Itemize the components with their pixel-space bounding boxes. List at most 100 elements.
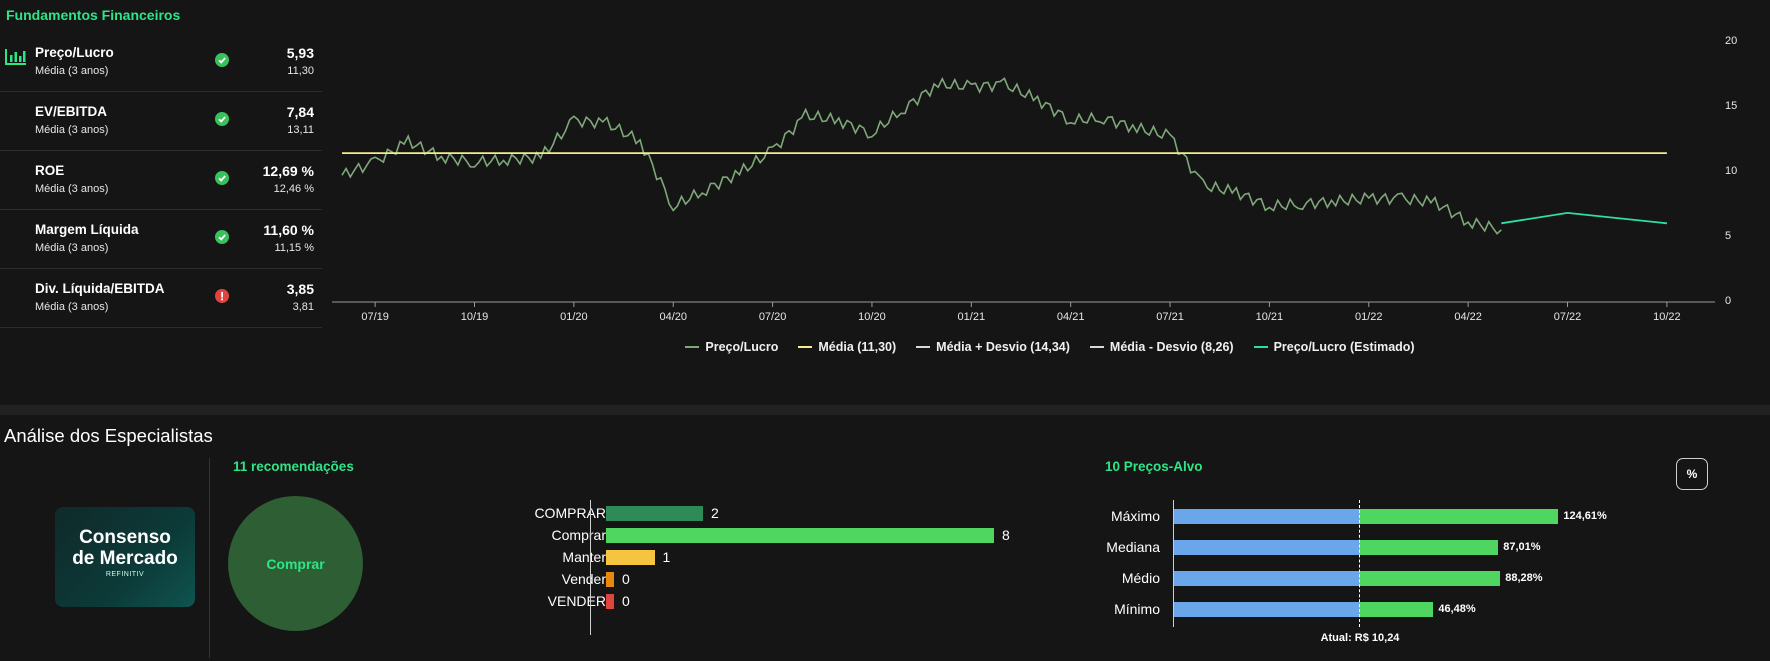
legend-label: Média - Desvio (8,26) bbox=[1109, 340, 1234, 354]
legend-swatch bbox=[1253, 346, 1268, 348]
metric-name: ROE bbox=[35, 163, 65, 178]
pe-estimated-line bbox=[1501, 211, 1667, 225]
price-target-category: Máximo bbox=[1110, 508, 1160, 524]
x-tick-label: 10/19 bbox=[461, 311, 489, 320]
x-tick-label: 04/20 bbox=[659, 311, 687, 320]
price-targets-title: 10 Preços-Alvo bbox=[1105, 459, 1203, 474]
recommendations-chart: COMPRAR 2 Comprar 8 Manter 1 Vender 0 VENDER 0 bbox=[450, 500, 1080, 640]
recommendation-count: 8 bbox=[1002, 527, 1010, 543]
alert-circle-icon bbox=[215, 289, 229, 303]
upside-bar bbox=[1359, 602, 1434, 617]
legend-item[interactable]: Média - Desvio (8,26) bbox=[1089, 337, 1234, 357]
current-price-bar bbox=[1174, 509, 1359, 524]
metric-average: 3,81 bbox=[292, 301, 314, 313]
metric-average: 11,15 % bbox=[274, 242, 314, 254]
metric-name: Margem Líquida bbox=[35, 222, 139, 237]
metric-subtitle: Média (3 anos) bbox=[35, 65, 109, 77]
legend-swatch bbox=[1089, 346, 1104, 348]
upside-value: 124,61% bbox=[1563, 510, 1607, 522]
recommendation-row: Comprar 8 bbox=[450, 527, 1080, 543]
price-target-row: Mínimo 46,48% bbox=[1100, 601, 1760, 618]
x-tick-label: 07/21 bbox=[1156, 311, 1184, 320]
recommendation-row: COMPRAR 2 bbox=[450, 505, 1080, 521]
metric-row[interactable]: Div. Líquida/EBITDA Média (3 anos) 3,85 3,8… bbox=[0, 269, 322, 328]
x-tick-label: 04/21 bbox=[1057, 311, 1085, 320]
metric-average: 11,30 bbox=[287, 65, 314, 77]
current-price-line bbox=[1359, 500, 1360, 627]
price-target-row: Médio 88,28% bbox=[1100, 570, 1760, 587]
metric-name: EV/EBITDA bbox=[35, 104, 108, 119]
recommendation-label: Comprar bbox=[266, 555, 325, 572]
metric-subtitle: Média (3 anos) bbox=[35, 242, 109, 254]
x-tick-label: 01/20 bbox=[560, 311, 588, 320]
legend-label: Preço/Lucro bbox=[705, 340, 779, 354]
recommendation-count: 0 bbox=[622, 571, 630, 587]
current-price-bar bbox=[1174, 602, 1359, 617]
price-target-row: Máximo 124,61% bbox=[1100, 508, 1760, 525]
recommendation-row: Manter 1 bbox=[450, 549, 1080, 565]
metric-name: Div. Líquida/EBITDA bbox=[35, 281, 165, 296]
price-target-category: Mínimo bbox=[1114, 601, 1160, 617]
fundamentals-title: Fundamentos Financeiros bbox=[6, 7, 181, 23]
x-tick-label: 07/19 bbox=[361, 311, 389, 320]
current-price-label: Atual: R$ 10,24 bbox=[1320, 632, 1400, 644]
metric-subtitle: Média (3 anos) bbox=[35, 183, 109, 195]
metric-row[interactable]: Preço/Lucro Média (3 anos) 5,93 11,30 bbox=[0, 33, 322, 92]
recommendation-count: 0 bbox=[622, 593, 630, 609]
recommendation-bar bbox=[606, 594, 614, 609]
recommendation-category: VENDER bbox=[547, 593, 606, 609]
y-tick-label: 0 bbox=[1725, 295, 1731, 307]
percent-toggle-button[interactable]: % bbox=[1676, 458, 1708, 490]
x-tick-label: 07/20 bbox=[759, 311, 787, 320]
analysts-title: Análise dos Especialistas bbox=[4, 425, 213, 446]
legend-item[interactable]: Média (11,30) bbox=[798, 337, 896, 357]
upside-bar bbox=[1359, 540, 1499, 555]
recommendation-row: Vender 0 bbox=[450, 571, 1080, 587]
upside-bar bbox=[1359, 571, 1501, 586]
bar-chart-icon bbox=[5, 49, 26, 65]
recommendation-category: Manter bbox=[562, 549, 606, 565]
legend-item[interactable]: Preço/Lucro (Estimado) bbox=[1253, 337, 1415, 357]
upside-value: 46,48% bbox=[1438, 603, 1476, 615]
metric-subtitle: Média (3 anos) bbox=[35, 124, 109, 136]
upside-value: 87,01% bbox=[1503, 541, 1541, 553]
check-circle-icon bbox=[215, 171, 229, 185]
legend-item[interactable]: Preço/Lucro bbox=[685, 337, 778, 357]
metric-row[interactable]: EV/EBITDA Média (3 anos) 7,84 13,11 bbox=[0, 92, 322, 151]
legend-item[interactable]: Média + Desvio (14,34) bbox=[916, 337, 1070, 357]
metric-value: 3,85 bbox=[286, 281, 314, 297]
price-target-row: Mediana 87,01% bbox=[1100, 539, 1760, 556]
pe-ratio-line bbox=[341, 76, 1502, 235]
metric-subtitle: Média (3 anos) bbox=[35, 301, 109, 313]
y-tick-label: 5 bbox=[1725, 230, 1731, 242]
upside-bar bbox=[1359, 509, 1559, 524]
metric-value: 12,69 % bbox=[262, 163, 314, 179]
price-targets-chart: Máximo 124,61% Mediana 87,01% Médio 88,28% Mín… bbox=[1100, 500, 1760, 660]
x-tick-label: 07/22 bbox=[1554, 311, 1582, 320]
recommendation-row: VENDER 0 bbox=[450, 593, 1080, 609]
x-tick-label: 04/22 bbox=[1454, 311, 1482, 320]
recommendation-category: Comprar bbox=[551, 527, 606, 543]
legend-swatch bbox=[685, 346, 700, 348]
recommendation-count: 2 bbox=[711, 505, 719, 521]
y-tick-label: 15 bbox=[1725, 100, 1737, 112]
refinitiv-brand: REFINITIV bbox=[105, 571, 145, 578]
recommendation-bar bbox=[606, 506, 703, 521]
recommendations-axis bbox=[590, 500, 591, 635]
metric-value: 11,60 % bbox=[263, 222, 314, 238]
recommendation-circle: Comprar bbox=[228, 496, 363, 631]
price-target-category: Médio bbox=[1121, 570, 1160, 586]
chart-legend: Preço/Lucro Média (11,30) Média + Desvio (… bbox=[330, 337, 1770, 357]
check-circle-icon bbox=[215, 230, 229, 244]
legend-swatch bbox=[916, 346, 931, 348]
metric-average: 12,46 % bbox=[273, 183, 314, 195]
x-tick-label: 10/22 bbox=[1653, 311, 1681, 320]
recommendation-category: COMPRAR bbox=[534, 505, 606, 521]
section-divider bbox=[0, 405, 1770, 415]
metric-row[interactable]: Margem Líquida Média (3 anos) 11,60 % 11,15… bbox=[0, 210, 322, 269]
metric-row[interactable]: ROE Média (3 anos) 12,69 % 12,46 % bbox=[0, 151, 322, 210]
recommendation-count: 1 bbox=[662, 549, 671, 565]
y-tick-label: 20 bbox=[1725, 35, 1737, 47]
price-targets-axis bbox=[1173, 500, 1174, 627]
fundamentals-panel: Fundamentos Financeiros Preço/Lucro Média… bbox=[0, 7, 1770, 357]
